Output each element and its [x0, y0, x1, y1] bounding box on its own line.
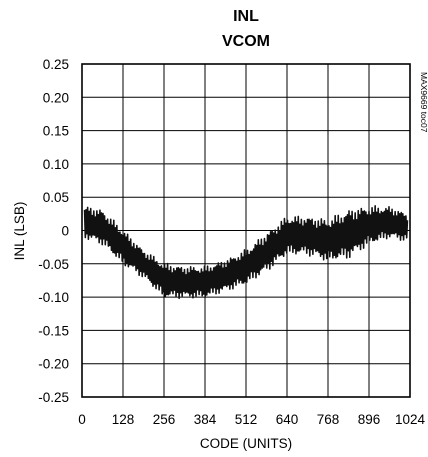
x-tick-label: 896	[358, 412, 381, 427]
y-tick-label: -0.05	[38, 257, 69, 272]
x-tick-labels: 0 128 256 384 512 640 768 896 1024	[78, 412, 425, 427]
y-tick-label: 0.25	[43, 57, 69, 72]
y-tick-labels: 0.25 0.20 0.15 0.10 0.05 0 -0.05 -0.10 -0.15 -0.2…	[38, 57, 69, 405]
y-tick-label: -0.25	[38, 390, 69, 405]
x-tick-label: 640	[276, 412, 299, 427]
y-axis-label: INL (LSB)	[12, 202, 27, 261]
x-tick-label: 128	[112, 412, 135, 427]
y-tick-label: -0.10	[38, 290, 69, 305]
plot-frame	[81, 63, 411, 398]
inl-trace	[83, 205, 409, 300]
y-tick-label: 0.20	[43, 90, 69, 105]
y-tick-label: 0.05	[43, 190, 69, 205]
y-tick-label: 0.10	[43, 157, 69, 172]
x-tick-label: 256	[153, 412, 176, 427]
chart-subtitle: VCOM	[222, 33, 270, 50]
x-tick-label: 1024	[395, 412, 426, 427]
y-tick-label: 0.15	[43, 124, 69, 139]
y-tick-label: -0.15	[38, 323, 69, 338]
x-tick-label: 768	[317, 412, 340, 427]
chart-title: INL	[233, 8, 259, 25]
y-tick-label: -0.20	[38, 357, 69, 372]
figure-tag: MAX9669 toc07	[419, 72, 428, 133]
x-tick-label: 384	[194, 412, 217, 427]
y-tick-label: 0	[61, 224, 69, 239]
grid	[81, 63, 411, 398]
x-axis-label: CODE (UNITS)	[200, 436, 292, 451]
series-group	[83, 205, 409, 300]
x-tick-label: 512	[235, 412, 258, 427]
x-tick-label: 0	[78, 412, 86, 427]
